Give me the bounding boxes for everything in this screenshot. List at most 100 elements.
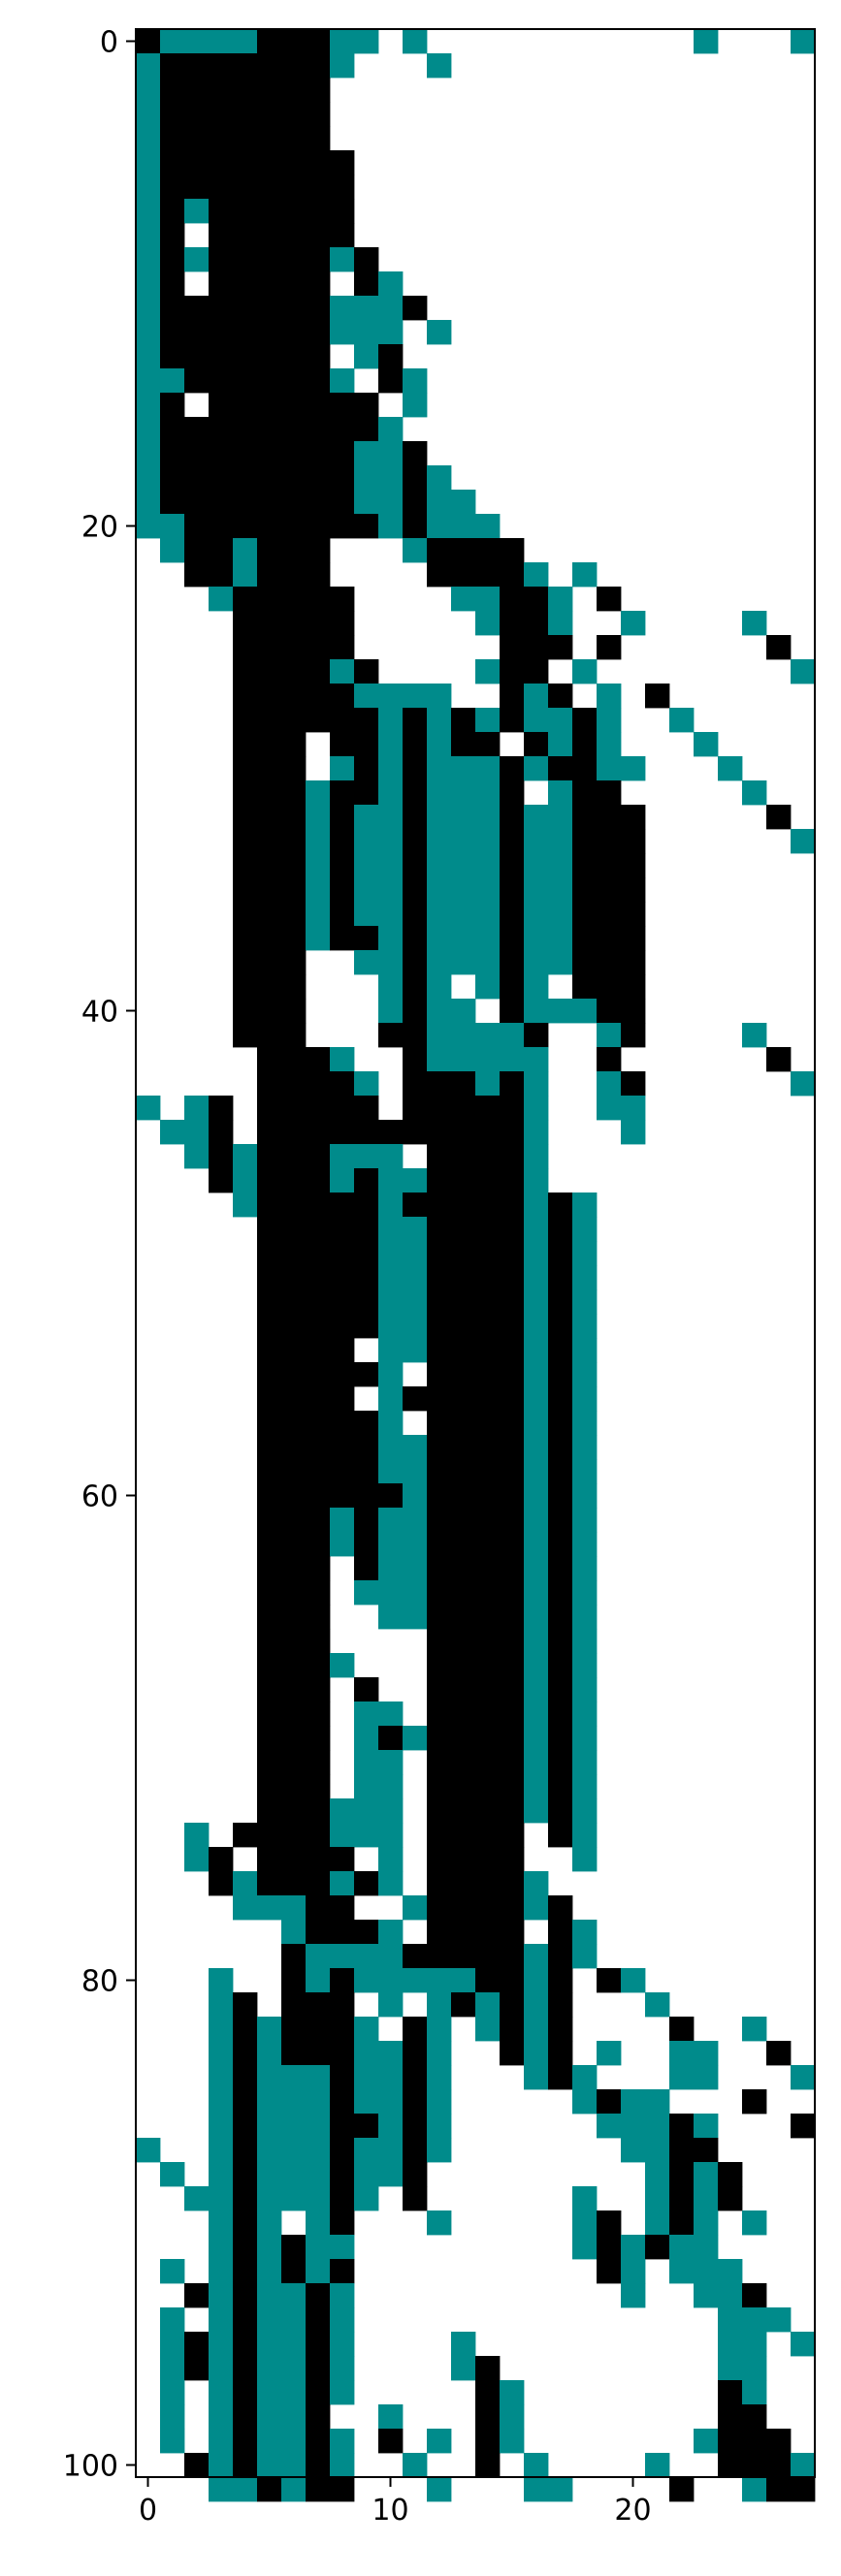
heatmap-cell [160,223,185,248]
heatmap-cell [184,514,210,539]
heatmap-cell [621,2259,646,2284]
heatmap-cell [330,320,404,345]
heatmap-cell [136,223,161,248]
heatmap-cell [669,2041,719,2066]
heatmap-cell [500,2429,525,2454]
heatmap-cell [524,1023,549,1048]
heatmap-cell [427,1047,525,1072]
heatmap-cell [427,490,476,515]
heatmap-cell [548,2065,573,2090]
heatmap-cell [524,1168,549,1193]
heatmap-cell [330,2162,355,2187]
heatmap-cell [354,2065,404,2090]
heatmap-cell [524,756,549,781]
heatmap-cell [548,1774,573,1799]
heatmap-cell [354,805,404,830]
heatmap-cell [233,780,307,806]
heatmap-cell [427,2089,452,2115]
heatmap-cell [572,1726,598,1751]
heatmap-cell [209,2356,234,2381]
heatmap-cell [669,2065,719,2090]
heatmap-cell [403,853,428,878]
heatmap-cell [500,902,525,927]
heatmap-cell [306,2477,355,2502]
heatmap-cell [597,1968,622,1993]
heatmap-cell [645,2235,670,2260]
heatmap-cell [160,126,331,151]
heatmap-cell [233,2114,258,2139]
heatmap-cell [621,2089,646,2115]
heatmap-cell [184,2283,210,2308]
heatmap-cell [136,1096,161,1121]
heatmap-cell [694,2210,719,2236]
heatmap-cell [330,2138,355,2163]
heatmap-cell [548,1823,573,1848]
heatmap-cell [475,2356,501,2381]
heatmap-cell [524,1605,549,1630]
heatmap-cell [257,2041,282,2066]
heatmap-cell [403,1096,525,1121]
heatmap-cell [572,708,598,733]
heatmap-cell [136,514,185,539]
heatmap-cell [621,611,646,636]
heatmap-cell [645,2186,670,2211]
heatmap-cell [233,1823,331,1848]
heatmap-cell [669,2259,695,2284]
heatmap-cell [233,1992,258,2018]
heatmap-cell [403,780,428,806]
heatmap-cell [572,1193,598,1218]
heatmap-cell [621,1968,646,1993]
heatmap-cell [524,1701,549,1727]
heatmap-cell [257,2453,307,2478]
heatmap-cell [621,2283,646,2308]
heatmap-cell [378,2429,404,2454]
heatmap-cell [597,2089,622,2115]
heatmap-cell [524,1750,549,1775]
heatmap-cell [257,2138,331,2163]
heatmap-cell [403,974,428,1000]
heatmap-cell [669,2186,695,2211]
heatmap-cell [209,2404,234,2430]
heatmap-cell [475,974,501,1000]
heatmap-cell [427,1386,525,1412]
heatmap-cell [354,465,404,491]
heatmap-cell [354,1168,379,1193]
heatmap-cell [524,2017,549,2042]
heatmap-cell [403,368,428,394]
heatmap-cell [548,1920,573,1945]
heatmap-cell [257,1483,404,1509]
heatmap-cell [233,2065,258,2090]
heatmap-cell [621,1120,646,1145]
y-tick-label: 80 [81,1965,118,1999]
heatmap-cell [524,1774,549,1799]
heatmap-cell [257,1847,355,1872]
heatmap-cell [572,780,622,806]
heatmap-cell [427,1289,525,1315]
heatmap-cell [718,2186,743,2211]
heatmap-cell [330,853,355,878]
heatmap-cell [330,2307,355,2333]
heatmap-cell [160,2404,185,2430]
heatmap-cell [378,1920,404,1945]
heatmap-cell [427,780,501,806]
heatmap-cell [330,1168,355,1193]
heatmap-cell [742,611,767,636]
heatmap-cell [572,1362,598,1387]
heatmap-cell [572,1847,598,1872]
heatmap-cell [257,1435,379,1460]
heatmap-cell [403,1895,428,1921]
heatmap-cell [524,853,573,878]
heatmap-cell [233,805,307,830]
heatmap-cell [378,2404,404,2430]
heatmap-cell [257,2162,331,2187]
heatmap-cell [330,902,355,927]
heatmap-cell [378,1726,404,1751]
heatmap-cell [500,805,525,830]
heatmap-cell [427,1677,525,1702]
heatmap-cell [354,247,379,272]
heatmap-cell [742,2283,767,2308]
heatmap-cell [233,756,307,781]
heatmap-cell [257,2114,331,2139]
heatmap-cell [403,1944,428,1969]
heatmap-cell [500,708,525,733]
